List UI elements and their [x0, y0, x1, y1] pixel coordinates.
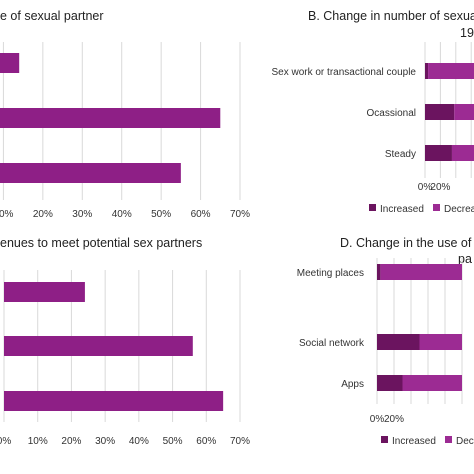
panel-c-chart: enues to meet potential sex partners 0% 1… [0, 236, 250, 447]
panel-b-category-label: Steady [385, 149, 416, 160]
panel-b-category-label: Sex work or transactional couple [271, 67, 416, 78]
panel-c-bar [4, 391, 224, 411]
panel-c-tick-label: 60% [196, 436, 216, 447]
panel-c-tick-label: 20% [61, 436, 81, 447]
panel-b-bar-increased [425, 145, 452, 161]
panel-d-chart: D. Change in the use of v pa Increased D… [297, 236, 474, 447]
panel-c-bar [4, 336, 193, 356]
panel-a-bar [0, 53, 20, 73]
panel-b-bar-decreased [451, 145, 474, 161]
panel-d-bar-increased [377, 334, 420, 350]
panel-d-bar-decreased [380, 264, 462, 280]
panel-d-category-label: Apps [341, 379, 364, 390]
legend-decreased-swatch-d [445, 436, 452, 443]
panel-b-chart: B. Change in number of sexual 19 Increas… [271, 9, 474, 215]
panel-a-tick-label: 50% [151, 209, 171, 220]
panel-d-category-label: Meeting places [297, 268, 364, 279]
panel-a-chart: e of sexual partner 10% 20% 30% 40% 50% 60% 70… [0, 9, 250, 220]
panel-a-tick-label: 70% [230, 209, 250, 220]
panel-d-bar-decreased [419, 334, 462, 350]
panel-c-bar [4, 282, 85, 302]
legend-decreased-label: Decreased [444, 204, 474, 215]
panel-a-tick-label: 20% [33, 209, 53, 220]
panel-c-tick-label: 70% [230, 436, 250, 447]
panel-b-tick-label: 20% [430, 182, 450, 193]
panel-b-subtitle: 19 [460, 26, 474, 40]
panel-d-category-label: Social network [299, 338, 365, 349]
panel-c-tick-label: 0% [0, 436, 11, 447]
legend-decreased-swatch [433, 204, 440, 211]
legend-increased-label-d: Increased [392, 436, 436, 447]
panel-d-bar-decreased [402, 375, 462, 391]
panel-a-bar [0, 163, 181, 183]
panel-b-category-label: Ocassional [367, 108, 416, 119]
panel-d-bar-increased [377, 375, 403, 391]
panel-d-title: D. Change in the use of v [340, 236, 474, 250]
legend-increased-swatch-d [381, 436, 388, 443]
panel-a-tick-label: 40% [112, 209, 132, 220]
panel-d-subtitle: pa [458, 252, 472, 266]
panel-c-tick-label: 50% [163, 436, 183, 447]
panel-a-bar [0, 108, 221, 128]
panel-a-title: e of sexual partner [0, 9, 104, 23]
panel-a-tick-label: 60% [191, 209, 211, 220]
panel-b-tick-label: 0% [418, 182, 433, 193]
legend-increased-swatch [369, 204, 376, 211]
panel-c-tick-label: 10% [28, 436, 48, 447]
panel-b-bar-decreased [428, 63, 474, 79]
panel-b-bar-increased [425, 63, 429, 79]
panel-d-tick-label: 20% [384, 414, 404, 425]
panel-c-title: enues to meet potential sex partners [0, 236, 202, 250]
panel-a-tick-label: 10% [0, 209, 14, 220]
panel-c-tick-label: 40% [129, 436, 149, 447]
panel-b-bar-decreased [454, 104, 474, 120]
panel-a-tick-label: 30% [72, 209, 92, 220]
panel-d-bar-increased [377, 264, 381, 280]
panel-c-tick-label: 30% [95, 436, 115, 447]
panel-d-tick-label: 0% [370, 414, 385, 425]
panel-b-title: B. Change in number of sexual [308, 9, 474, 23]
legend-decreased-label-d: Decreased [456, 436, 474, 447]
panel-b-bar-increased [425, 104, 455, 120]
legend-increased-label: Increased [380, 204, 424, 215]
